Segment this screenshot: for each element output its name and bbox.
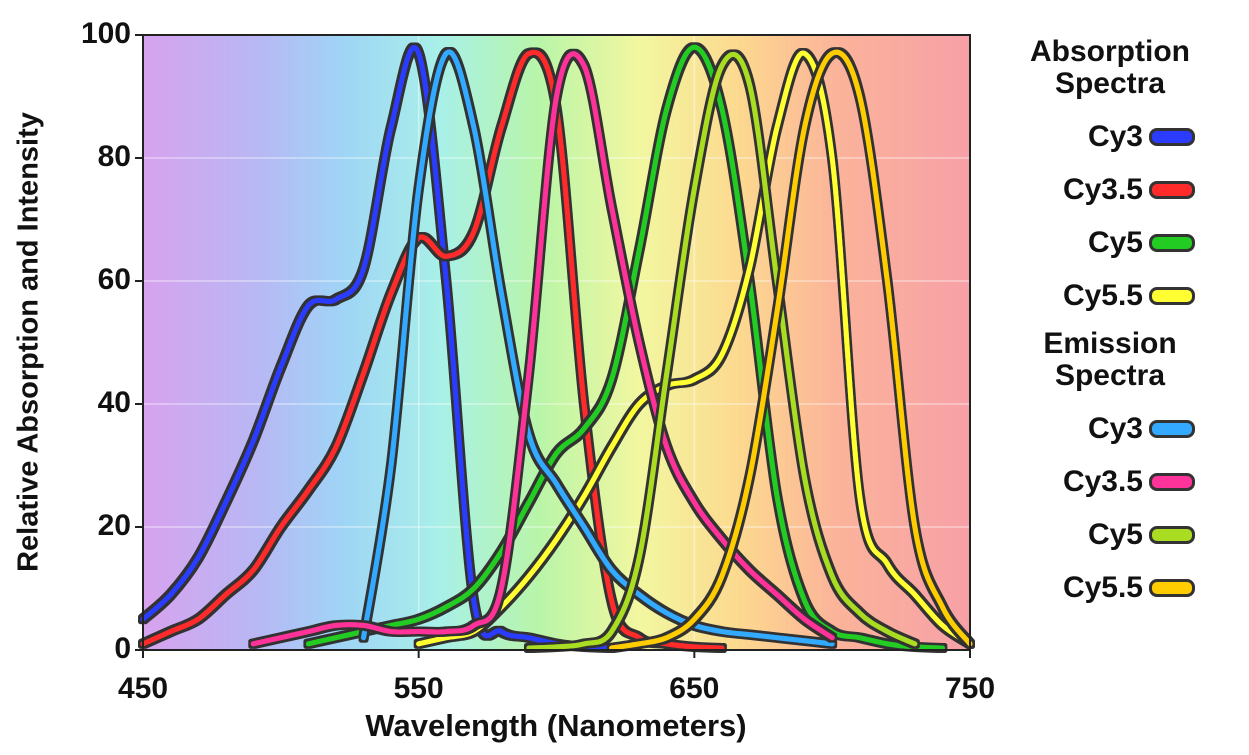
legend-entry: Cy5 <box>995 508 1195 561</box>
legend-swatch <box>1149 180 1195 199</box>
legend-label: Cy3.5 <box>1062 464 1143 498</box>
spectrum-line <box>140 49 725 651</box>
legend-swatch <box>1149 127 1195 146</box>
spectrum-line <box>361 49 835 647</box>
legend-label: Cy3 <box>1087 119 1143 153</box>
legend-label: Cy5 <box>1087 517 1143 551</box>
legend-swatch <box>1149 419 1195 438</box>
spectrum-line <box>305 44 945 651</box>
plot-background <box>143 35 970 650</box>
legend-entry: Cy5.5 <box>995 561 1195 614</box>
y-tick-label: 0 <box>114 632 131 665</box>
legend-swatch <box>1149 472 1195 491</box>
legend-label: Cy5 <box>1087 225 1143 259</box>
x-tick-label: 550 <box>394 672 444 705</box>
spectrum-line <box>609 49 973 651</box>
legend: Absorption Spectra Cy3 Cy3.5 Cy5 Cy5.5 Emissi… <box>995 30 1245 614</box>
legend-label: Cy5.5 <box>1062 570 1143 604</box>
legend-entry: Cy5 <box>995 216 1195 269</box>
y-tick-label: 40 <box>98 386 131 419</box>
y-tick-label: 80 <box>98 140 131 173</box>
x-tick-label: 450 <box>118 672 168 705</box>
legend-swatch <box>1149 578 1195 597</box>
plot-frame <box>142 34 971 651</box>
y-tick-label: 100 <box>81 17 131 50</box>
spectrum-line <box>526 51 918 651</box>
legend-entry: Cy3 <box>995 110 1195 163</box>
spectrum-line <box>416 50 973 647</box>
legend-swatch <box>1149 233 1195 252</box>
y-axis-title: Relative Absorption and Intensity <box>13 112 45 572</box>
legend-group-title: Absorption Spectra <box>1030 35 1190 100</box>
legend-group-title: Emission Spectra <box>1043 327 1177 392</box>
legend-entry: Cy5.5 <box>995 269 1195 322</box>
legend-entry: Cy3.5 <box>995 163 1195 216</box>
lines <box>140 44 973 651</box>
legend-entry: Cy3.5 <box>995 455 1195 508</box>
legend-swatch <box>1149 286 1195 305</box>
legend-entry: Cy3 <box>995 402 1195 455</box>
spectrum-line <box>140 45 615 651</box>
ticks: 0 20 40 60 80 100 450 550 650 750 <box>81 17 995 705</box>
x-tick-label: 750 <box>945 672 995 705</box>
legend-label: Cy3.5 <box>1062 172 1143 206</box>
x-axis-title: Wavelength (Nanometers) <box>365 708 746 743</box>
spectrum-line <box>250 51 835 647</box>
y-tick-label: 20 <box>98 509 131 542</box>
x-tick-label: 650 <box>669 672 719 705</box>
y-tick-label: 60 <box>98 263 131 296</box>
legend-label: Cy5.5 <box>1062 278 1143 312</box>
legend-swatch <box>1149 525 1195 544</box>
legend-label: Cy3 <box>1087 411 1143 445</box>
